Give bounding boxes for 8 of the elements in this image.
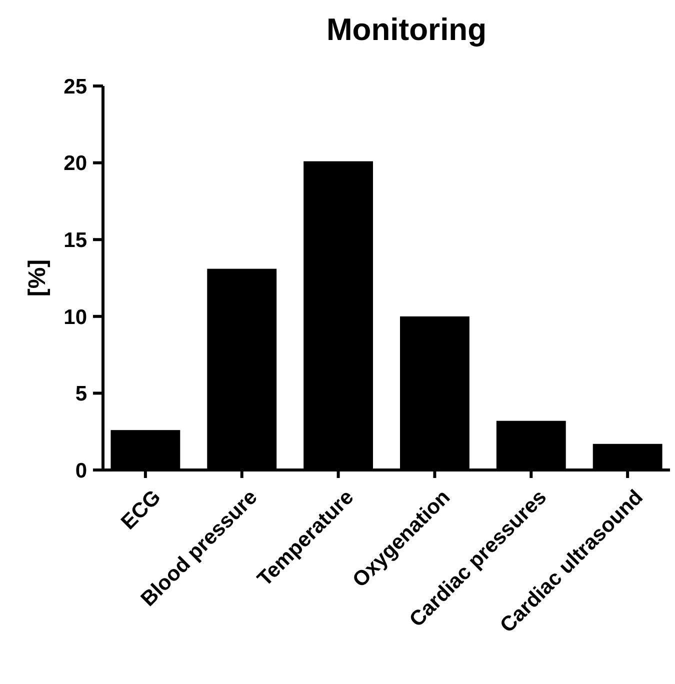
y-tick-label: 15	[64, 228, 88, 252]
y-tick-label: 0	[75, 459, 87, 482]
y-tick-label: 20	[64, 152, 87, 176]
y-tick-label: 10	[64, 306, 87, 329]
chart-title: Monitoring	[326, 12, 487, 47]
y-tick-label: 25	[64, 75, 88, 98]
y-tick-label: 5	[75, 382, 88, 406]
y-axis-title: [%]	[24, 259, 51, 297]
